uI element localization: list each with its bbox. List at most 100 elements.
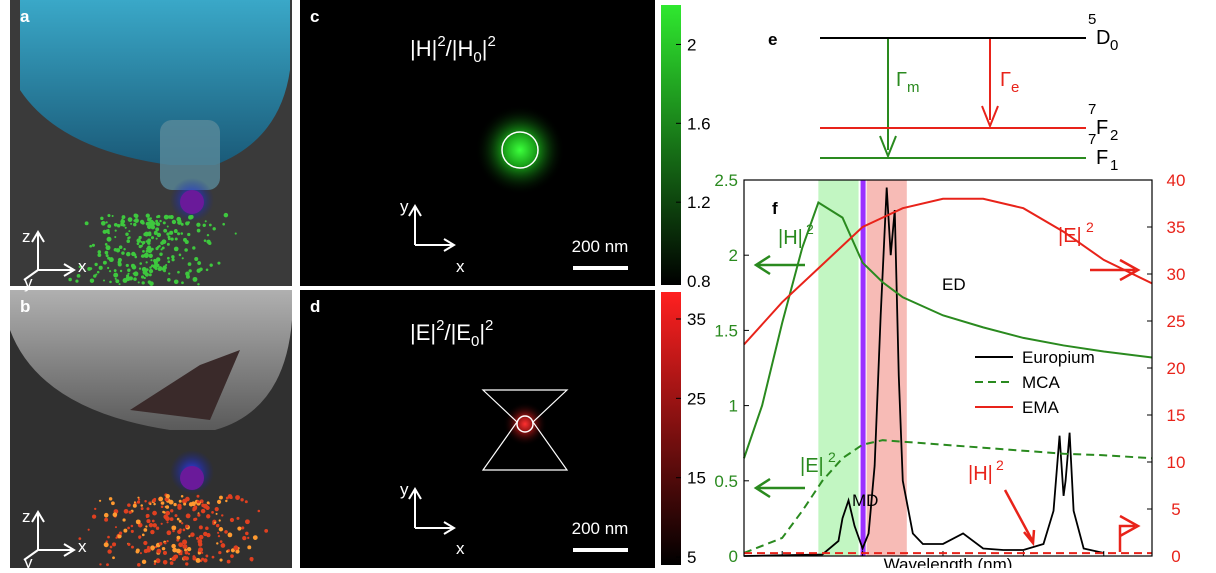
particle (120, 221, 124, 225)
particle (117, 534, 122, 539)
axis-letter: y (400, 197, 409, 216)
particle (103, 542, 109, 548)
particle (117, 260, 122, 265)
particle (199, 267, 203, 272)
particle (155, 257, 161, 262)
axis-letter: x (78, 537, 87, 556)
particle (133, 501, 136, 504)
particle (173, 279, 179, 285)
particle (235, 495, 241, 500)
particle (128, 230, 131, 233)
annotation: |H| (968, 463, 993, 485)
panel-b: b (10, 290, 292, 568)
particle (125, 232, 129, 237)
scale-bar-label: 200 nm (572, 237, 629, 256)
particle (107, 231, 110, 235)
y-tick-label: 0.5 (714, 472, 738, 491)
particle (118, 283, 121, 286)
particle (144, 272, 149, 277)
colorbar-tick-label: 1.6 (687, 114, 711, 133)
particle (156, 548, 162, 554)
colorbar-tick-label: 0.8 (687, 272, 711, 291)
particle (145, 221, 150, 226)
colorbar-tick-label: 25 (687, 389, 706, 408)
particle (187, 262, 192, 266)
particle (245, 531, 249, 536)
particle (127, 272, 130, 275)
particle (220, 543, 226, 548)
particle (222, 222, 225, 226)
particle (131, 545, 134, 549)
particle (137, 563, 141, 567)
particle (204, 220, 207, 223)
particle (237, 526, 242, 531)
particle (178, 542, 184, 548)
title-part: 2 (485, 317, 493, 334)
particle (166, 521, 169, 524)
particle (197, 261, 202, 265)
particle (205, 526, 209, 531)
particle (121, 215, 126, 219)
particle (113, 269, 117, 272)
title-part: / (444, 320, 451, 345)
particle (187, 552, 191, 556)
particle (218, 519, 221, 522)
particle (159, 252, 163, 256)
particle (223, 212, 229, 218)
particle (143, 549, 148, 554)
particle (159, 219, 162, 223)
particle (99, 563, 102, 566)
particle (105, 221, 108, 224)
title-part: |H| (410, 36, 437, 61)
panel-label: c (310, 7, 319, 26)
particle (185, 513, 191, 519)
particle (130, 529, 134, 533)
particle (162, 267, 166, 271)
particle (133, 277, 137, 281)
particle (216, 542, 219, 545)
particle (89, 267, 93, 270)
particle (132, 503, 137, 508)
particle (234, 232, 237, 235)
particle (127, 217, 133, 222)
particle (98, 265, 103, 270)
particle (133, 253, 137, 257)
particle (178, 253, 182, 257)
panel-title: |H|2/|H0|2 (410, 33, 496, 66)
particle (187, 232, 191, 237)
particle (217, 261, 221, 265)
annotation: |E| (800, 455, 824, 477)
particle (105, 245, 111, 251)
particle (177, 270, 180, 274)
particle (177, 529, 182, 535)
particle (121, 251, 125, 255)
particle (193, 517, 197, 522)
particle (158, 542, 163, 546)
particle (184, 548, 188, 552)
particle (78, 537, 82, 540)
particle (225, 496, 229, 500)
particle (216, 499, 222, 504)
particle (98, 499, 102, 502)
panel-c: c |H|2/|H0|2 200 nm y x (300, 0, 655, 286)
particle (133, 222, 137, 227)
particle (132, 272, 135, 275)
y2-tick-label: 10 (1167, 453, 1186, 472)
particle (227, 532, 233, 538)
particle (185, 524, 189, 529)
particle (201, 503, 205, 508)
particle (137, 496, 140, 499)
particle (211, 510, 214, 514)
particle (176, 535, 181, 540)
particle (172, 547, 178, 553)
particle (153, 231, 158, 236)
colorbar-tick-label: 15 (687, 469, 706, 488)
level-sub: 2 (1110, 127, 1118, 144)
particle (192, 555, 196, 559)
particle (247, 536, 250, 539)
particle (225, 499, 228, 503)
particle (136, 238, 141, 243)
annotation-arrow (1003, 489, 1036, 547)
particle (147, 241, 151, 245)
